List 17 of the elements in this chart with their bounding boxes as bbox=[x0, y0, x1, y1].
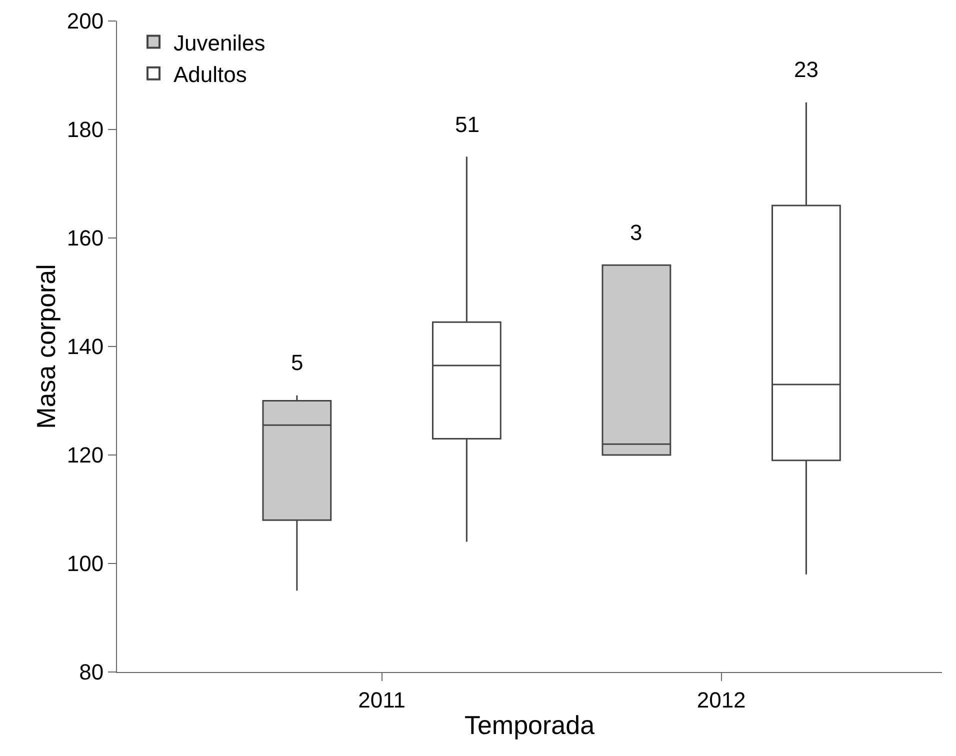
annotation: 5 bbox=[291, 350, 304, 375]
x-tick-label: 2012 bbox=[696, 687, 746, 712]
y-tick-label: 200 bbox=[66, 8, 104, 34]
legend-label: Juveniles bbox=[174, 30, 266, 56]
y-axis-title: Masa corporal bbox=[31, 264, 61, 429]
x-axis-title: Temporada bbox=[464, 710, 596, 740]
y-tick-label: 80 bbox=[79, 660, 104, 685]
y-tick-label: 160 bbox=[66, 226, 104, 251]
annotation: 3 bbox=[630, 220, 642, 245]
annotation: 51 bbox=[455, 112, 480, 137]
y-tick-label: 120 bbox=[66, 442, 104, 468]
y-tick-label: 100 bbox=[66, 551, 104, 576]
legend-label: Adultos bbox=[174, 62, 247, 87]
annotation: 23 bbox=[794, 57, 818, 82]
x-tick-label: 2011 bbox=[358, 687, 406, 712]
y-tick-label: 180 bbox=[66, 117, 104, 142]
y-tick-label: 140 bbox=[66, 334, 104, 360]
